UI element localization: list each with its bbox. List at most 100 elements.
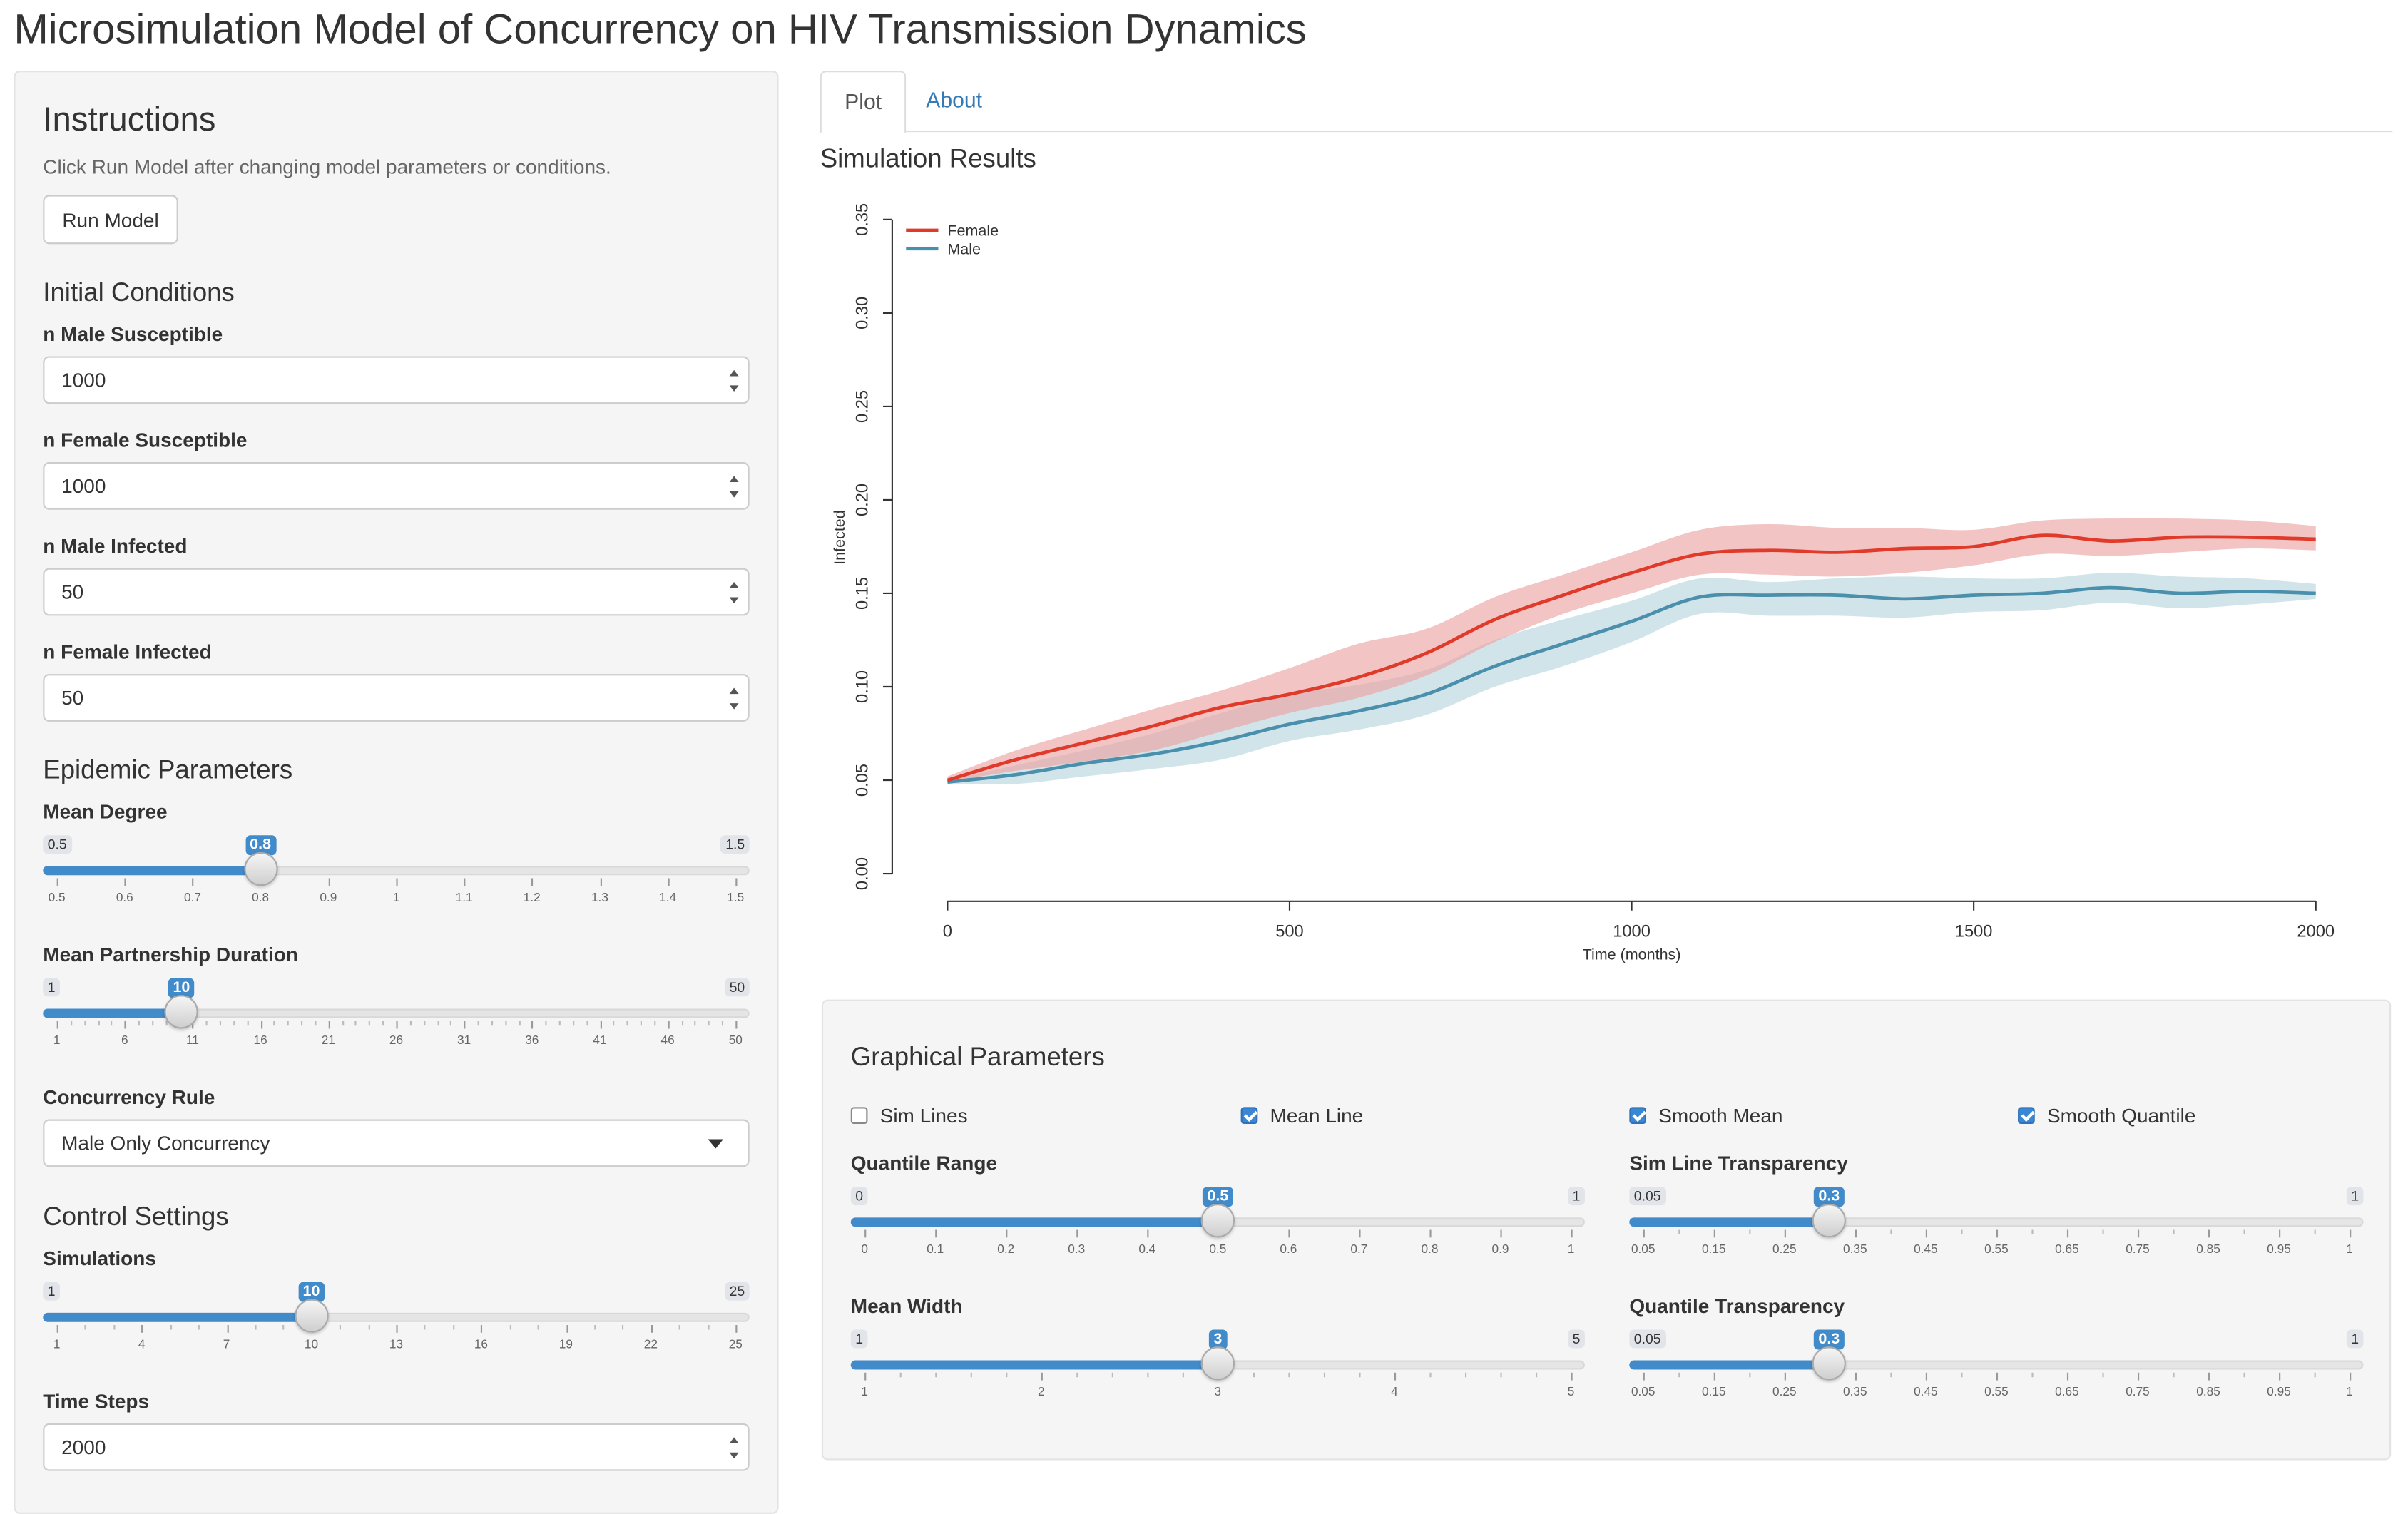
slider-minor-tick [2031,1372,2034,1378]
mean-degree-slider[interactable]: 0.5 1.5 0.8 0.5 0.6 0.7 0.8 0.9 1 1.1 1.2 1.3 1.4 1.5 [43,835,750,912]
slider-handle[interactable] [294,1299,329,1333]
mean-line-male [947,585,2316,784]
slider-handle[interactable] [243,851,277,886]
slider-tick-label: 0.65 [2055,1385,2079,1399]
slider-tick-label: 0.6 [116,890,133,905]
legend-label: Female [947,222,999,239]
slider-tick [2137,1372,2140,1381]
slider-tick [531,878,534,886]
tab-about[interactable]: About [926,87,983,113]
slider-tick-label: 46 [660,1033,675,1048]
concurrency-rule-select[interactable]: Male Only Concurrency [43,1119,750,1167]
slider-minor-tick [340,1325,342,1330]
slider-tick-label: 0.3 [1068,1242,1086,1257]
slider-value-label: 0.8 [245,835,276,856]
slider-tick [599,878,602,886]
smooth-mean-checkbox[interactable]: Smooth Mean [1629,1104,1782,1127]
slider-tick [56,1021,58,1029]
time-steps-value: 2000 [61,1436,106,1459]
checkbox-box[interactable] [850,1107,868,1124]
slider-handle[interactable] [1200,1203,1235,1238]
male-infected-input[interactable]: 50 [43,568,750,616]
slider-tick [2350,1229,2352,1238]
number-spinner-icon[interactable] [728,579,740,607]
slider-tick [668,878,670,886]
partnership-duration-slider[interactable]: 1 50 10 1 6 11 16 21 26 31 36 41 46 50 [43,978,750,1055]
checkbox-box[interactable] [2018,1107,2035,1124]
number-spinner-icon[interactable] [728,473,740,501]
slider-minor-tick [198,1325,200,1330]
y-tick-label: 0.25 [853,390,872,423]
checkbox-box[interactable] [1629,1107,1647,1124]
slider-tick-label: 0.55 [1984,1385,2009,1399]
slider-minor-tick [641,1021,643,1026]
mean-line-label: Mean Line [1270,1104,1364,1127]
sim-lines-checkbox[interactable]: Sim Lines [850,1104,968,1127]
time-steps-input[interactable]: 2000 [43,1423,750,1471]
slider-tick [1925,1229,1928,1238]
concurrency-rule-label: Concurrency Rule [43,1085,215,1109]
slider-tick [56,1325,58,1333]
tab-plot[interactable]: Plot [820,71,907,134]
slider-minor-tick [1890,1229,1892,1235]
number-spinner-icon[interactable] [728,367,740,395]
female-susceptible-input[interactable]: 1000 [43,462,750,510]
slider-handle[interactable] [1200,1346,1235,1381]
partnership-duration-label: Mean Partnership Duration [43,942,298,966]
slider-tick [1359,1229,1361,1238]
slider-tick-label: 0.25 [1772,1385,1797,1399]
slider-minor-tick [2314,1229,2316,1235]
slider-tick-label: 0.75 [2126,1385,2150,1399]
sim-line-transparency-slider[interactable]: 0.05 1 0.3 0.05 0.15 0.25 0.35 0.45 0.55 0.65 0.75… [1629,1187,2364,1264]
slider-tick-label: 1.3 [591,890,608,905]
slider-tick-label: 4 [1391,1385,1398,1399]
mean-width-label: Mean Width [850,1294,963,1318]
slider-fill [1629,1217,1830,1227]
y-tick-label: 0.10 [853,670,872,703]
slider-tick-label: 0.05 [1631,1242,1656,1257]
initial-conditions-heading: Initial Conditions [43,277,235,307]
slider-fill [850,1217,1218,1227]
results-chart: 0.00 0.05 0.10 0.15 0.20 0.25 0.30 0.35 Infected… [831,203,2335,963]
mean-line-checkbox[interactable]: Mean Line [1240,1104,1364,1127]
slider-tick [735,878,738,886]
quantile-range-slider[interactable]: 0 1 0.5 0 0.1 0.2 0.3 0.4 0.5 0.6 0.7 0.8 0.9 1 [850,1187,1585,1264]
male-susceptible-input[interactable]: 1000 [43,356,750,404]
slider-minor-tick [1076,1372,1078,1378]
slider-handle[interactable] [1812,1346,1847,1381]
slider-minor-tick [113,1325,116,1330]
slider-minor-tick [678,1325,681,1330]
slider-tick [1855,1372,1857,1381]
slider-tick [935,1229,937,1238]
slider-minor-tick [85,1325,87,1330]
female-infected-input[interactable]: 50 [43,674,750,722]
slider-minor-tick [138,1021,140,1026]
slider-tick-label: 26 [389,1033,404,1048]
slider-tick [1394,1372,1397,1381]
run-model-button[interactable]: Run Model [43,195,178,245]
slider-tick-label: 0.5 [1209,1242,1227,1257]
number-spinner-icon[interactable] [728,1434,740,1462]
checkbox-box[interactable] [1240,1107,1258,1124]
slider-minor-tick [1678,1229,1680,1235]
slider-handle[interactable] [1812,1203,1847,1238]
quantile-transparency-slider[interactable]: 0.05 1 0.3 0.05 0.15 0.25 0.35 0.45 0.55 0.65 0.75… [1629,1329,2364,1406]
slider-tick [1996,1372,1999,1381]
slider-minor-tick [518,1021,520,1026]
slider-tick [651,1325,653,1333]
slider-tick [141,1325,143,1333]
slider-minor-tick [452,1325,454,1330]
slider-handle[interactable] [164,995,199,1029]
male-infected-label: n Male Infected [43,534,188,558]
slider-tick-label: 0.7 [183,890,201,905]
slider-tick-label: 1 [1567,1242,1575,1257]
instructions-heading: Instructions [43,99,216,138]
slider-tick [464,1021,466,1029]
slider-tick-label: 22 [643,1337,658,1351]
sidebar-panel: Instructions Click Run Model after chang… [14,71,779,1514]
number-spinner-icon[interactable] [728,685,740,712]
slider-tick [1713,1372,1715,1381]
simulations-slider[interactable]: 1 25 10 1 4 7 10 13 16 19 22 25 [43,1282,750,1359]
mean-width-slider[interactable]: 1 5 3 1 2 3 4 5 [850,1329,1585,1406]
smooth-quantile-checkbox[interactable]: Smooth Quantile [2018,1104,2195,1127]
